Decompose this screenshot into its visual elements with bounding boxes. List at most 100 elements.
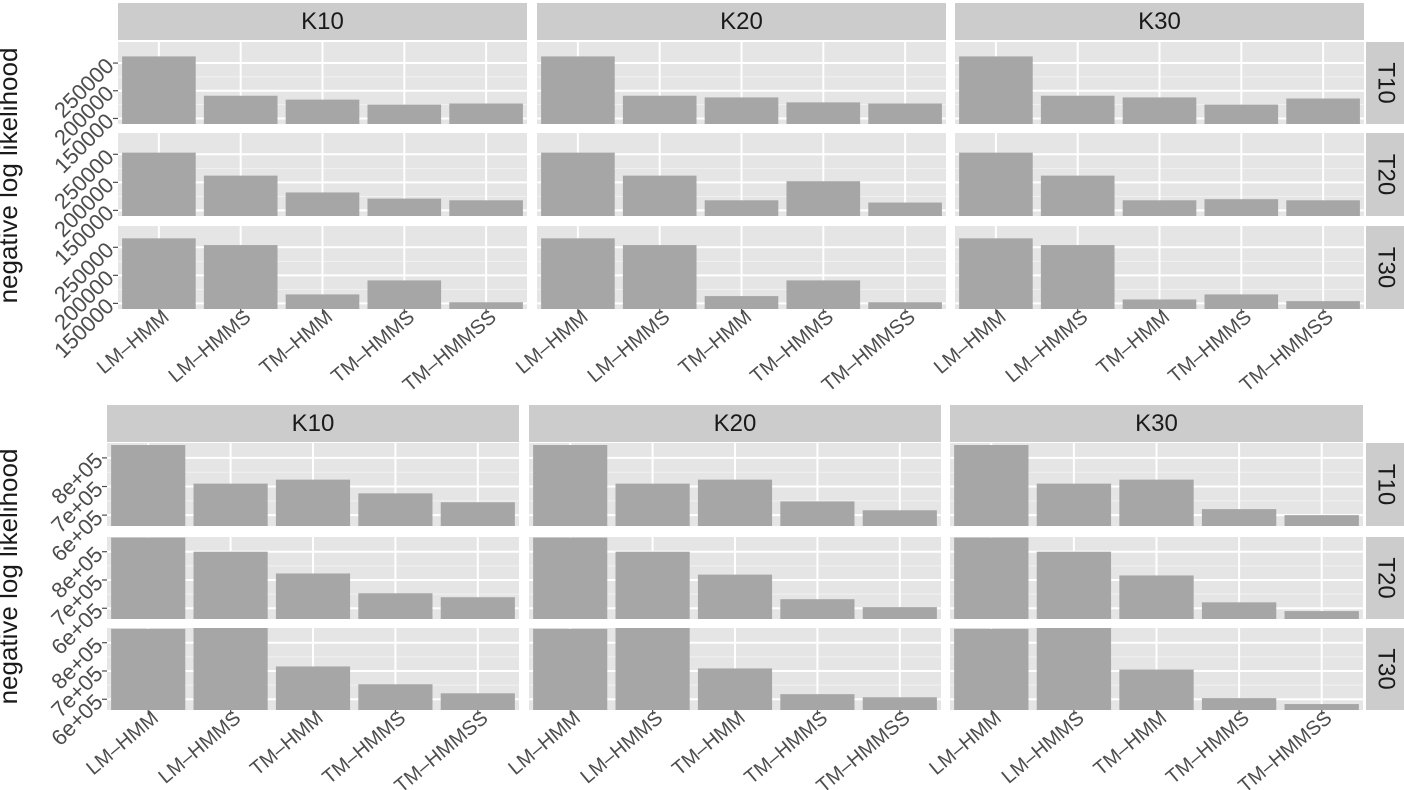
bar [533,445,608,526]
bar [1204,199,1279,216]
bar [193,483,268,526]
bar [1036,628,1112,710]
bar [697,574,773,619]
bar [697,668,773,710]
bar [954,537,1029,619]
bar [1040,95,1115,124]
strip-bg [107,405,519,442]
bar [622,175,697,216]
x-tick-label: LM–HMM [512,306,593,379]
bar [358,593,433,619]
bar [1201,698,1277,710]
bar [704,296,779,309]
strip-label: T10 [1373,62,1400,103]
x-tick-label: TM–HMM [668,707,749,780]
bar [203,95,278,124]
x-tick-label: LM–HMM [925,707,1006,780]
bar [440,693,515,710]
strip-bg [1366,226,1404,309]
strip-label: T20 [1373,154,1400,195]
bar [1284,515,1359,526]
bar [704,200,779,216]
bar [959,56,1033,124]
bar [1284,704,1359,710]
bar [697,479,773,526]
bar [862,607,937,619]
strip-label: T10 [1373,464,1400,505]
bar [1204,104,1279,124]
bar [367,104,442,124]
x-tick-label: TM–HMM [256,306,337,379]
strip-label: K30 [1138,8,1181,35]
strip-label: T20 [1373,557,1400,598]
x-tick-label: TM–HMM [1090,707,1171,780]
bar [954,628,1029,710]
x-tick-label: LM–HMMS [584,306,675,387]
bar [1122,97,1197,124]
bar [440,502,515,526]
bar [1284,611,1359,619]
bar [285,99,360,124]
bar [615,628,690,710]
x-tick-label: LM–HMMS [165,306,256,387]
strip-bg [955,3,1364,40]
bar [358,684,433,710]
bar [111,537,186,619]
bar [533,628,608,710]
bar [1201,509,1277,526]
bar [780,599,855,619]
y-axis-label: negative log likelihood [0,48,23,304]
x-tick-label: LM–HMMS [1002,306,1093,387]
strip-label: T30 [1373,247,1400,288]
bar [1286,301,1360,309]
strip-bg [1366,537,1404,619]
bar [862,697,937,710]
x-tick-label: TM–HMM [675,306,756,379]
strip-bg [118,3,527,40]
bar [275,573,351,619]
bar [1119,669,1194,710]
bar [959,152,1033,216]
x-tick-label: LM–HMM [930,306,1011,379]
bar [1119,479,1194,526]
bar [780,501,855,526]
bar [1286,98,1360,124]
y-axis-label: negative log likelihood [0,449,23,705]
bar [786,280,861,309]
bar [615,483,690,526]
bar [122,238,196,309]
bar [111,628,186,710]
strip-bg [1366,42,1404,124]
bar [367,280,442,309]
bar [367,198,442,216]
strip-label: K10 [292,410,335,437]
bar [959,238,1033,309]
bar [541,238,615,309]
bar [954,445,1029,526]
x-tick-label: LM–HMMS [576,707,667,788]
strip-bg [529,405,941,442]
bar [533,537,608,619]
strip-bg [950,405,1363,442]
strip-bg [1366,443,1404,526]
strip-bg [1366,133,1404,216]
bar [868,302,942,309]
bar [541,152,615,216]
bar [275,666,351,710]
bar [622,95,697,124]
bar [541,56,615,124]
strip-bg [537,3,946,40]
bar [203,175,278,216]
bar [1119,575,1194,619]
strip-label: K20 [714,410,757,437]
strip-label: T30 [1373,648,1400,689]
bar [449,200,523,216]
bar [285,294,360,309]
bar [704,97,779,124]
strip-label: K30 [1135,410,1178,437]
bar [111,445,186,526]
bar [203,245,278,309]
bar [1204,294,1279,309]
bar [868,202,942,216]
